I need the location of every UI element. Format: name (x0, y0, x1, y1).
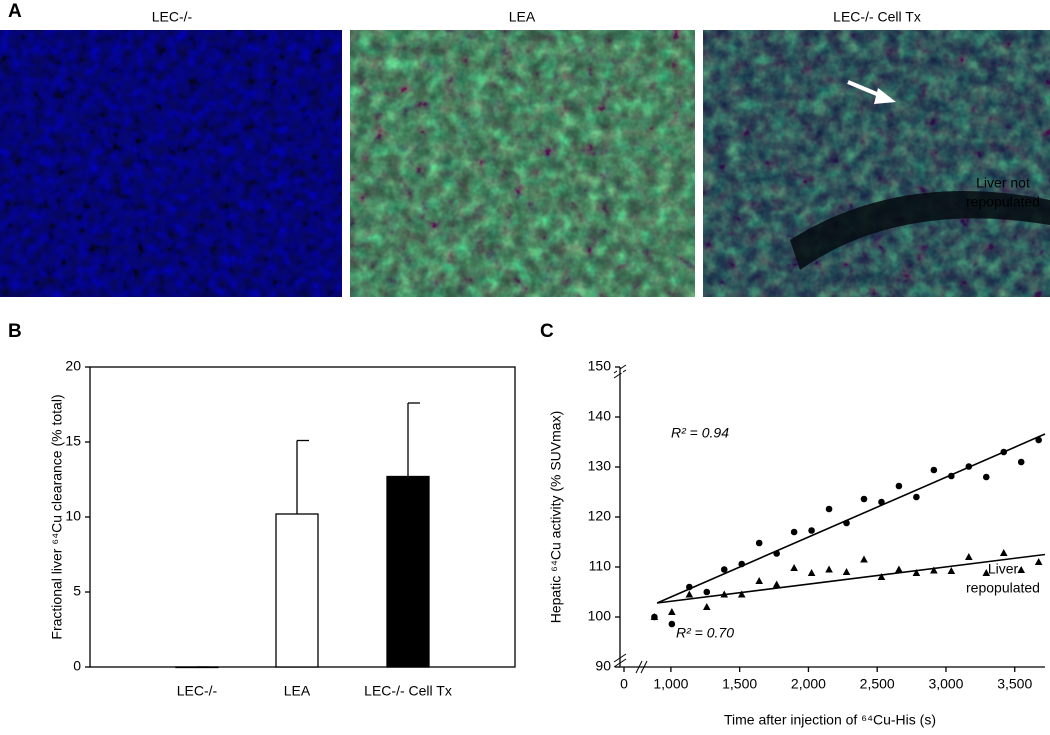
y-axis-label: Hepatic ⁶⁴Cu activity (% SUVmax) (548, 411, 564, 624)
annotation: Liver not (976, 175, 1030, 191)
data-point (947, 567, 956, 574)
data-point (895, 482, 903, 490)
data-point (738, 560, 746, 568)
x-tick-label: 0 (620, 676, 628, 692)
y-tick-label: 130 (588, 458, 612, 474)
data-point (965, 463, 973, 470)
bar (275, 513, 319, 668)
data-point (703, 588, 711, 596)
data-point (999, 549, 1008, 556)
data-point (650, 613, 659, 620)
x-tick-label: 2,000 (791, 676, 826, 692)
data-point (878, 498, 885, 506)
data-point (737, 590, 746, 598)
data-point (702, 603, 711, 610)
data-point (808, 527, 815, 534)
arrow (847, 80, 896, 104)
image-title: LEC-/- Cell Tx (833, 9, 921, 25)
data-point (668, 608, 676, 615)
data-point (755, 539, 763, 547)
data-point (965, 553, 973, 560)
data-point (807, 569, 816, 576)
axis-break (613, 364, 648, 674)
fit-line (657, 553, 1046, 604)
micrograph (350, 30, 695, 297)
bar (386, 475, 430, 668)
y-tick-label: 15 (65, 433, 81, 449)
y-tick-label: 140 (588, 408, 612, 424)
panel-label: B (8, 321, 22, 342)
y-tick-label: 150 (588, 358, 612, 374)
x-tick-label: 1,500 (722, 676, 757, 692)
data-point (1034, 558, 1043, 565)
x-axis-label: Time after injection of ⁶⁴Cu-His (s) (724, 712, 936, 728)
data-point (930, 566, 938, 574)
data-point (790, 564, 798, 571)
data-point (948, 472, 955, 480)
data-point (1017, 458, 1025, 466)
annotation: repopulated (966, 194, 1040, 210)
micrograph (0, 30, 342, 297)
x-tick-label: 1,000 (653, 676, 688, 692)
x-tick-label: LEC-/- (177, 683, 218, 699)
x-tick-label: 2,500 (860, 676, 895, 692)
x-tick-label: 3,500 (997, 676, 1032, 692)
x-tick-label: 3,000 (928, 676, 963, 692)
data-point (825, 505, 833, 513)
data-point (860, 555, 868, 563)
annotation: repopulated (966, 580, 1040, 596)
data-point (930, 466, 938, 474)
data-point (912, 569, 921, 576)
image-title: LEA (509, 9, 536, 25)
data-point (772, 580, 781, 588)
micrograph (703, 30, 1050, 297)
y-tick-label: 90 (595, 658, 611, 674)
data-point (790, 528, 798, 536)
y-tick-label: 120 (588, 508, 612, 524)
annotation: Liver (988, 561, 1019, 577)
x-tick-label: LEC-/- Cell Tx (364, 683, 452, 699)
r-squared: R² = 0.94 (671, 425, 729, 441)
data-point (1035, 436, 1042, 444)
panel-label: C (540, 321, 554, 342)
data-point (843, 519, 850, 527)
y-tick-label: 100 (588, 608, 612, 624)
image-title: LEC-/- (152, 9, 193, 25)
y-tick-label: 5 (73, 583, 81, 599)
y-tick-label: 110 (589, 558, 612, 574)
data-point (668, 620, 676, 628)
data-point (755, 577, 763, 584)
r-squared: R² = 0.70 (676, 625, 734, 641)
data-point (877, 573, 886, 580)
data-point (860, 495, 868, 503)
data-point (982, 569, 991, 576)
data-point (982, 473, 990, 481)
data-point (913, 493, 920, 501)
y-axis-label: Fractional liver ⁶⁴Cu clearance (% total… (49, 394, 65, 639)
data-point (686, 583, 693, 591)
data-point (842, 568, 851, 575)
data-point (895, 565, 903, 573)
data-point (1017, 566, 1026, 573)
data-point (685, 590, 694, 598)
data-point (1000, 448, 1008, 456)
axis-line (619, 367, 1045, 668)
data-point (773, 550, 780, 557)
y-tick-label: 20 (65, 358, 81, 374)
data-point (825, 565, 833, 573)
y-tick-label: 10 (65, 508, 81, 524)
x-tick-label: LEA (284, 683, 311, 699)
fit-line (656, 433, 1046, 604)
y-tick-label: 0 (73, 658, 81, 674)
data-point (720, 566, 728, 573)
panel-label: A (8, 1, 22, 22)
data-point (720, 590, 729, 598)
